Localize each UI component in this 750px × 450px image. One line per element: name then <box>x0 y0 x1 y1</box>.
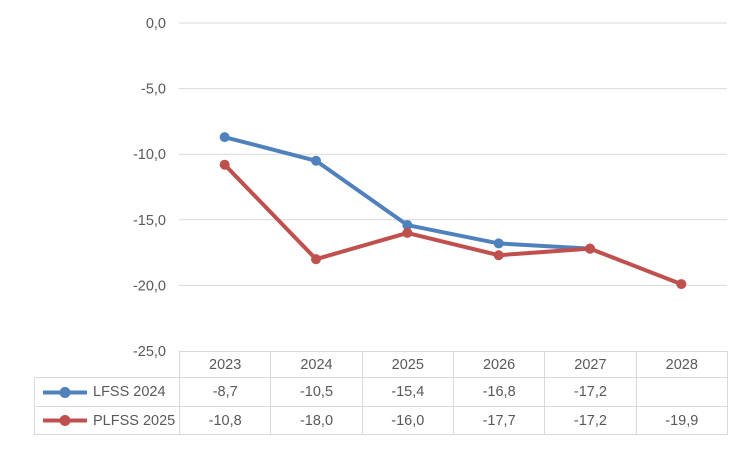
y-axis-tick-label: -5,0 <box>141 82 166 98</box>
data-point-marker-plfss-2025 <box>402 227 413 238</box>
data-point-marker-plfss-2025 <box>219 159 230 170</box>
table-cell-lfss-2024: -10,5 <box>270 377 363 407</box>
y-axis-tick-label: 0,0 <box>146 16 166 32</box>
legend-label-plfss-2025: PLFSS 2025 <box>93 412 176 429</box>
year-header-2023: 2023 <box>179 351 272 378</box>
table-header-row: 2023 2024 2025 2026 2027 2028 <box>35 351 729 378</box>
y-axis-tick-label: -15,0 <box>133 213 166 229</box>
data-point-marker-lfss-2024 <box>402 220 413 231</box>
data-point-marker-plfss-2025 <box>493 250 504 261</box>
year-header-2025: 2025 <box>361 351 454 378</box>
table-row-lfss-2024: LFSS 2024 -8,7 -10,5 -15,4 -16,8 -17,2 <box>33 377 729 407</box>
table-cell-plfss-2024: -18,0 <box>270 406 363 435</box>
table-cell-plfss-2023: -10,8 <box>179 406 272 435</box>
legend-key-line-marker-icon <box>43 415 87 426</box>
table-cell-lfss-2028 <box>635 377 729 407</box>
data-point-marker-lfss-2024 <box>493 238 504 249</box>
data-point-marker-lfss-2024 <box>311 155 321 166</box>
year-header-2027: 2027 <box>544 351 637 378</box>
year-header-2024: 2024 <box>270 351 363 378</box>
table-cell-lfss-2025: -15,4 <box>361 377 454 407</box>
table-cell-plfss-2026: -17,7 <box>452 406 546 435</box>
table-cell-lfss-2027: -17,2 <box>544 377 637 407</box>
data-point-marker-plfss-2025 <box>311 254 321 265</box>
chart-data-table: 2023 2024 2025 2026 2027 2028 LFSS 2024 <box>33 351 729 435</box>
table-cell-plfss-2027: -17,2 <box>544 406 637 435</box>
table-cell-plfss-2025: -16,0 <box>361 406 454 435</box>
table-cell-lfss-2023: -8,7 <box>179 377 272 407</box>
data-point-marker-lfss-2024 <box>219 132 230 143</box>
y-axis-tick-label: -10,0 <box>133 147 166 163</box>
y-axis-tick-label: -25,0 <box>133 344 166 360</box>
table-corner-cell <box>35 352 180 378</box>
data-point-marker-plfss-2025 <box>585 243 595 254</box>
table-row-plfss-2025: PLFSS 2025 -10,8 -18,0 -16,0 -17,7 -17,2… <box>33 406 729 435</box>
legend-item-lfss-2024: LFSS 2024 <box>33 377 181 407</box>
legend-item-plfss-2025: PLFSS 2025 <box>33 406 181 435</box>
table-cell-lfss-2026: -16,8 <box>452 377 546 407</box>
y-axis-tick-label: -20,0 <box>133 278 166 294</box>
data-point-marker-plfss-2025 <box>676 279 687 290</box>
legend-label-lfss-2024: LFSS 2024 <box>93 384 166 400</box>
series-line-plfss-2025 <box>222 162 684 287</box>
legend-key-line-marker-icon <box>43 386 87 398</box>
year-header-2026: 2026 <box>452 351 546 378</box>
year-header-2028: 2028 <box>635 351 729 378</box>
table-cell-plfss-2028: -19,9 <box>635 406 729 435</box>
